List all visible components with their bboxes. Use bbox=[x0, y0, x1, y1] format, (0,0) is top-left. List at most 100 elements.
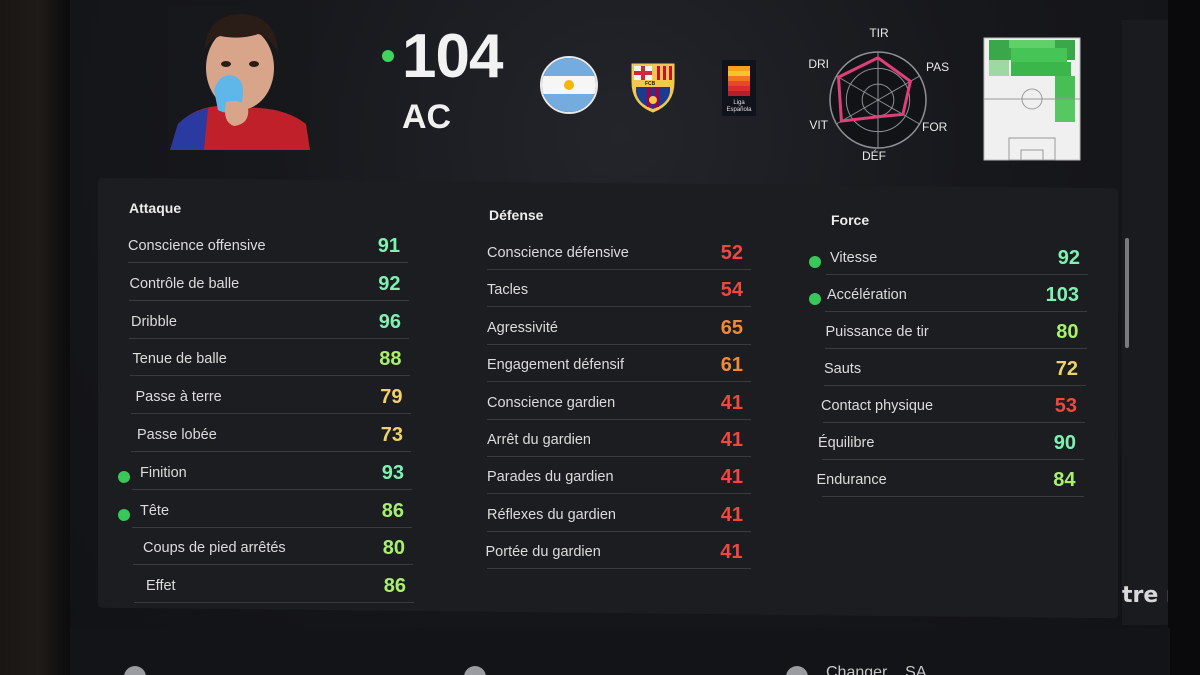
stat-row[interactable]: Équilibre 90 bbox=[818, 426, 1084, 460]
stat-row[interactable]: Conscience défensive 52 bbox=[487, 236, 751, 270]
radar-label-for: FOR bbox=[922, 120, 948, 134]
league-label-1: Liga bbox=[733, 100, 745, 106]
stat-value: 41 bbox=[720, 503, 743, 526]
stats-scrollbar[interactable] bbox=[1125, 238, 1129, 348]
monitor-bezel-left bbox=[0, 0, 70, 675]
stat-label: Conscience gardien bbox=[487, 394, 616, 411]
stat-label: Portée du gardien bbox=[485, 544, 601, 561]
stat-row[interactable]: Coups de pied arrêtés 80 bbox=[133, 531, 413, 566]
stat-label: Accélération bbox=[827, 287, 907, 303]
stat-label: Arrêt du gardien bbox=[487, 432, 591, 448]
stat-value: 80 bbox=[382, 537, 405, 560]
player-portrait bbox=[168, 6, 310, 150]
stat-row[interactable]: Passe à terre 79 bbox=[130, 380, 411, 415]
stat-value: 52 bbox=[720, 242, 743, 264]
stat-label: Effet bbox=[146, 578, 176, 595]
stat-label: Engagement défensif bbox=[487, 357, 625, 374]
stat-row[interactable]: Tenue de balle 88 bbox=[129, 342, 410, 377]
category-title-defense: Défense bbox=[489, 207, 544, 223]
fc-barcelona-crest-icon: FCB bbox=[628, 60, 678, 114]
stat-value: 96 bbox=[378, 310, 401, 333]
stat-value: 41 bbox=[720, 429, 743, 451]
stat-value: 103 bbox=[1045, 284, 1079, 306]
stat-row[interactable]: Sauts 72 bbox=[824, 352, 1086, 386]
stat-highlight-dot bbox=[118, 508, 131, 521]
player-position: AC bbox=[402, 98, 452, 136]
club-crest-text: FCB bbox=[645, 81, 656, 87]
stat-row[interactable]: Dribble 96 bbox=[129, 305, 409, 339]
stat-value: 73 bbox=[380, 424, 403, 446]
button-prompt-icon-2 bbox=[464, 666, 486, 675]
overall-rating: 104 bbox=[402, 22, 503, 91]
stat-row[interactable]: Portée du gardien 41 bbox=[485, 535, 751, 570]
stat-label: Parades du gardien bbox=[487, 469, 614, 486]
position-heatmap-icon bbox=[983, 37, 1081, 161]
stat-value: 93 bbox=[381, 461, 404, 484]
stat-label: Tenue de balle bbox=[132, 351, 227, 368]
stat-label: Réflexes du gardien bbox=[487, 506, 616, 523]
attribute-radar-chart: TIR PAS FOR DÉF VIT DRI bbox=[800, 20, 960, 168]
stat-row[interactable]: Arrêt du gardien 41 bbox=[487, 423, 751, 457]
radar-label-pas: PAS bbox=[926, 60, 949, 74]
stat-label: Dribble bbox=[131, 313, 177, 330]
stat-label: Finition bbox=[140, 464, 187, 481]
form-indicator-dot bbox=[382, 50, 394, 62]
stat-row[interactable]: Finition 93 bbox=[132, 456, 412, 490]
stat-highlight-dot bbox=[808, 293, 821, 305]
bottom-action-label[interactable]: Changer ...SA bbox=[826, 664, 927, 675]
stat-row[interactable]: Contact physique 53 bbox=[821, 389, 1085, 423]
button-prompt-icon-3 bbox=[786, 666, 808, 675]
stat-row[interactable]: Engagement défensif 61 bbox=[487, 348, 751, 383]
stat-label: Passe à terre bbox=[135, 389, 222, 406]
stat-value: 92 bbox=[1057, 247, 1080, 269]
stat-row[interactable]: Contrôle de balle 92 bbox=[128, 267, 409, 301]
stat-value: 88 bbox=[379, 348, 402, 371]
stat-row[interactable]: Accélération 103 bbox=[825, 278, 1087, 312]
stat-label: Conscience offensive bbox=[128, 238, 266, 254]
stat-row[interactable]: Tacles 54 bbox=[487, 273, 751, 308]
radar-label-vit: VIT bbox=[809, 118, 828, 132]
stat-label: Conscience défensive bbox=[487, 245, 629, 261]
stat-row[interactable]: Vitesse 92 bbox=[826, 241, 1088, 275]
stat-highlight-dot bbox=[118, 470, 131, 483]
category-title-attaque: Attaque bbox=[129, 200, 182, 216]
stat-value: 90 bbox=[1053, 432, 1076, 454]
stat-value: 65 bbox=[720, 316, 743, 339]
stat-label: Vitesse bbox=[830, 250, 878, 266]
radar-label-def: DÉF bbox=[862, 148, 886, 163]
stat-value: 72 bbox=[1055, 358, 1078, 380]
league-label-2: Española bbox=[726, 107, 752, 113]
stat-label: Agressivité bbox=[487, 319, 558, 336]
stat-value: 84 bbox=[1053, 469, 1076, 491]
radar-label-tir: TIR bbox=[869, 26, 889, 40]
stat-row[interactable]: Tête 86 bbox=[132, 494, 412, 528]
stat-value: 53 bbox=[1054, 395, 1077, 417]
stat-label: Coups de pied arrêtés bbox=[143, 540, 286, 557]
stat-row[interactable]: Conscience offensive 91 bbox=[128, 229, 408, 263]
stat-value: 41 bbox=[720, 541, 743, 564]
stat-row[interactable]: Agressivité 65 bbox=[487, 311, 751, 345]
button-prompt-icon-1 bbox=[124, 666, 146, 675]
stat-label: Endurance bbox=[816, 472, 887, 488]
stat-row[interactable]: Endurance 84 bbox=[817, 463, 1084, 497]
stat-highlight-dot bbox=[809, 256, 822, 268]
monitor-bezel-right bbox=[1168, 0, 1200, 675]
stat-label: Équilibre bbox=[818, 435, 875, 451]
stat-value: 92 bbox=[378, 272, 401, 295]
radar-web bbox=[829, 51, 927, 149]
stat-value: 80 bbox=[1056, 321, 1079, 343]
stat-row[interactable]: Passe lobée 73 bbox=[131, 418, 411, 452]
argentina-flag-icon bbox=[540, 56, 598, 114]
stat-row[interactable]: Parades du gardien 41 bbox=[487, 460, 751, 495]
stat-label: Puissance de tir bbox=[825, 324, 929, 340]
stat-row[interactable]: Réflexes du gardien 41 bbox=[487, 498, 751, 532]
category-title-force: Force bbox=[831, 212, 870, 228]
bottom-action-bar bbox=[70, 628, 1170, 675]
stat-row[interactable]: Effet 86 bbox=[134, 569, 414, 604]
stat-value: 54 bbox=[720, 279, 743, 302]
stat-row[interactable]: Puissance de tir 80 bbox=[824, 315, 1087, 349]
stat-value: 91 bbox=[377, 235, 400, 257]
stat-label: Tacles bbox=[487, 282, 529, 299]
stat-row[interactable]: Conscience gardien 41 bbox=[487, 386, 751, 420]
stat-label: Tête bbox=[140, 502, 170, 519]
